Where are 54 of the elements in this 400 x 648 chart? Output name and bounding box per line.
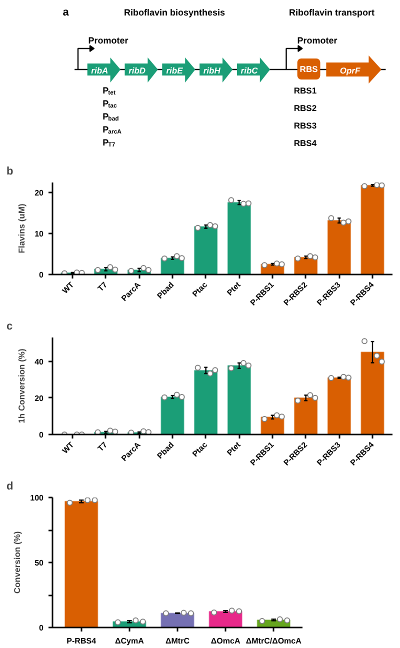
text: Promoter: [297, 36, 338, 46]
text: ribD: [128, 66, 146, 76]
text: RBS2: [294, 103, 317, 113]
text: ribC: [240, 66, 259, 76]
y-tick-label: 20: [34, 188, 44, 198]
bar: [227, 365, 251, 434]
bar: [327, 220, 351, 274]
bar: [194, 226, 218, 274]
bar: [360, 184, 384, 274]
y-axis-title: 1h Conversion (%): [16, 348, 27, 424]
bar: [208, 611, 242, 628]
text: b: [6, 166, 14, 178]
bar: [227, 202, 251, 274]
x-tick-label: T7: [96, 440, 110, 454]
y-tick-label: 0: [39, 270, 44, 280]
bar: [64, 500, 98, 628]
text: d: [6, 480, 14, 492]
x-tick-label: ΔMtrC/ΔOmcA: [246, 636, 302, 646]
bar: [294, 397, 318, 434]
y-tick-label: 0: [39, 430, 44, 440]
y-tick-label: 100: [30, 494, 44, 502]
text: RBS3: [294, 120, 317, 130]
text: Riboflavin biosynthesis: [124, 8, 226, 18]
text: RBS1: [294, 86, 317, 96]
text: OprF: [340, 66, 361, 76]
text: ribH: [203, 66, 222, 76]
bar: [327, 377, 351, 434]
text: c: [6, 320, 13, 332]
text: ribE: [166, 66, 184, 76]
x-tick-label: ΔCymA: [114, 636, 144, 646]
text: RBS4: [294, 138, 317, 148]
x-tick-label: P-RBS4: [66, 636, 97, 646]
bar: [160, 396, 184, 434]
text: ribA: [91, 66, 108, 76]
y-axis-title: Flavins (uM): [16, 204, 27, 254]
x-tick-label: ΔMtrC: [166, 636, 190, 646]
y-tick-label: 0: [39, 624, 44, 632]
x-tick-label: ΔOmcA: [210, 636, 240, 646]
text: Promoter: [88, 36, 129, 46]
y-tick-label: 20: [34, 394, 44, 403]
x-tick-label: Ptet: [225, 440, 243, 458]
x-tick-label: T7: [96, 280, 110, 294]
y-tick-label: 50: [34, 558, 44, 568]
text: a: [62, 6, 70, 18]
x-tick-label: WT: [60, 280, 76, 296]
x-tick-label: WT: [60, 440, 76, 456]
bar: [194, 370, 218, 434]
x-tick-label: Ptet: [225, 280, 243, 298]
bar: [360, 352, 384, 434]
text: Riboflavin transport: [289, 8, 375, 18]
y-axis-title: Conversion (%): [12, 531, 22, 594]
y-tick-label: 10: [34, 230, 44, 239]
y-tick-label: 40: [34, 357, 44, 366]
text: RBS: [300, 64, 318, 74]
